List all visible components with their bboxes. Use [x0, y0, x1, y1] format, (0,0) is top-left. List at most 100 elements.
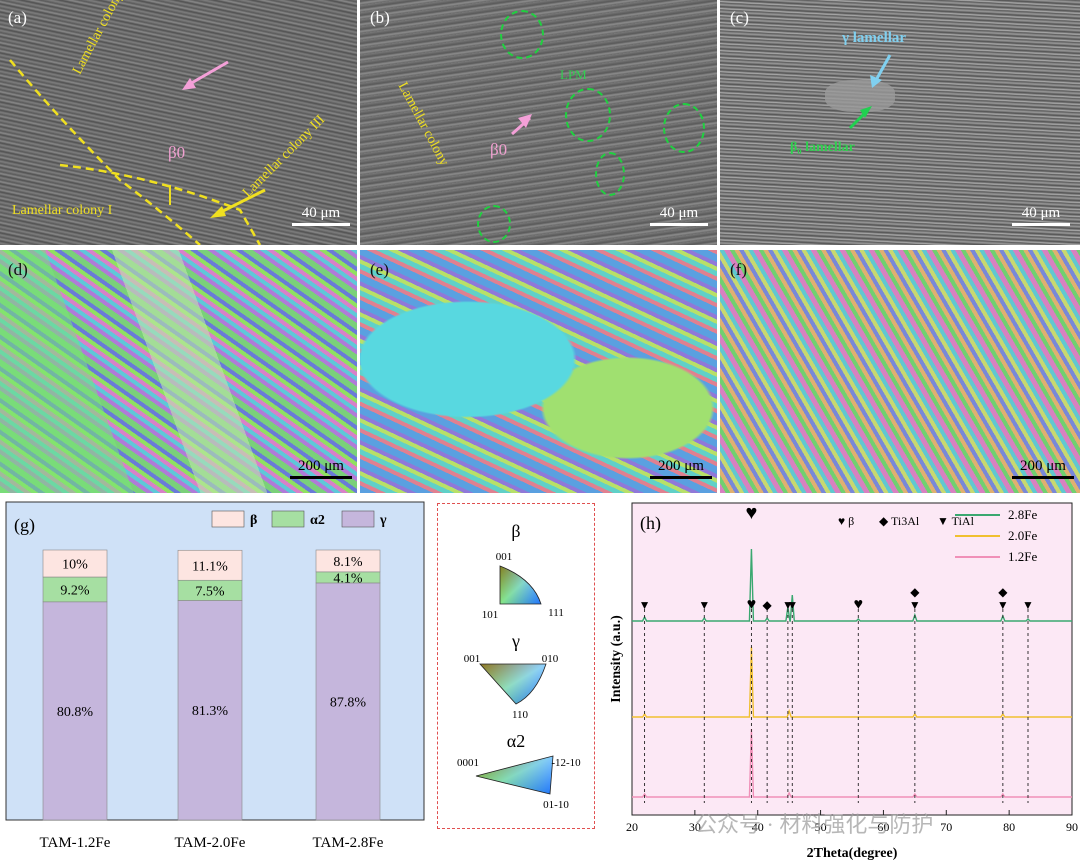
ipf-gamma-corner-010: 010 — [542, 653, 559, 665]
peak-marker-4-0: ▼ — [782, 598, 794, 612]
peak-marker-0-0: ▼ — [639, 598, 651, 612]
panel-a-label: (a) — [8, 8, 27, 27]
category-label-0: TAM-1.2Fe — [40, 835, 111, 851]
peak-marker-7-0: ▼ — [909, 598, 921, 612]
bar-β-1 — [177, 549, 243, 581]
xrd-series-1.2Fe — [632, 728, 1072, 798]
ipf-alpha2-title: α2 — [507, 731, 525, 751]
bar-label-β-2: 8.1% — [333, 555, 363, 570]
c-arrows — [848, 54, 892, 130]
scale-bar-a-line — [292, 223, 350, 226]
ebsd-panel-d: (d) 200 μm — [0, 250, 357, 493]
x-tick-label-6: 80 — [1003, 820, 1015, 834]
y-axis-label: Intensity (a.u.) — [609, 615, 624, 703]
panel-f-label: (f) — [730, 260, 747, 279]
ebsd-panel-f: (f) 200 μm — [720, 250, 1080, 493]
peak-marker-6-0: ♥ — [854, 596, 864, 613]
peak-marker-main-beta: ♥ — [745, 502, 757, 524]
bar-label-γ-1: 81.3% — [192, 704, 229, 719]
gamma-lamellar-label: γ lamellar — [842, 30, 907, 46]
bar-β-0 — [42, 549, 108, 578]
bar-label-β-0: 10% — [62, 558, 88, 573]
scale-bar-b-line — [650, 223, 708, 226]
peak-marker-2-0: ♥ — [747, 596, 757, 613]
scale-bar-c: 40 μm — [1012, 205, 1070, 226]
panel-e-label: (e) — [370, 260, 389, 279]
bar-label-β-1: 11.1% — [192, 559, 228, 574]
ipf-beta-corner-101: 101 — [482, 609, 499, 621]
lpm-circle-1 — [500, 10, 544, 59]
xrd-svg: (h) 20 30 40 50 60 70 80 90 2Theta(degree) Intensi… — [609, 502, 1078, 861]
ipf-beta-triangle — [499, 565, 542, 605]
panel-b-label: (b) — [370, 8, 390, 27]
ipf-alpha2-corner-0001: 0001 — [457, 757, 479, 769]
sem-panel-a: (a) Lamellar colony II Lamellar colony I… — [0, 0, 357, 245]
bar-γ-2 — [315, 582, 381, 821]
sem-panel-b: (b) LPM Lamellar colony β0 40 μm — [360, 0, 717, 245]
scale-bar-e-text: 200 μm — [658, 458, 704, 474]
b-lamellar-label: β₀ lamellar — [790, 140, 855, 155]
x-tick-label-3: 50 — [815, 820, 827, 834]
scale-bar-d: 200 μm — [290, 458, 352, 479]
scale-bar-b: 40 μm — [650, 205, 708, 226]
panel-c-label: (c) — [730, 8, 749, 27]
chart-g-panel-label: (g) — [14, 515, 35, 536]
x-tick-label-1: 30 — [689, 820, 701, 834]
ipf-gamma-corner-001: 001 — [464, 653, 481, 665]
peak-marker-8-1: ◆ — [998, 585, 1008, 599]
ipf-legend-svg: β 001 101 111 γ 001 010 110 α2 0001 -12-… — [457, 521, 581, 811]
peak-legend-0: ♥ β — [838, 514, 854, 528]
chart-h-plot-area — [631, 502, 1073, 816]
x-tick-label-4: 60 — [877, 820, 889, 834]
scale-bar-e-line — [650, 476, 712, 479]
legend-swatch-1 — [271, 510, 305, 528]
gamma-lamellar-region — [825, 80, 895, 112]
x-axis-label: 2Theta(degree) — [807, 846, 898, 861]
peak-marker-5-0: ▼ — [786, 598, 798, 612]
legend-label-2: γ — [379, 513, 387, 528]
chart-h-panel-label: (h) — [640, 513, 661, 534]
x-tick-label-7: 90 — [1066, 820, 1078, 834]
panel-d-label: (d) — [8, 260, 28, 279]
beta0-label-b: β0 — [490, 140, 508, 159]
scale-bar-e: 200 μm — [650, 458, 712, 479]
colony-boundaries — [9, 59, 266, 245]
bar-α2-0 — [42, 576, 108, 603]
xrd-chart: (h) 20 30 40 50 60 70 80 90 2Theta(degree) Intensi… — [600, 497, 1080, 861]
phase-fraction-svg: (g) β α2 γ 80.8% 9.2% 10% TAM-1.2Fe 81.3% 7.5% 11.… — [5, 501, 425, 851]
bar-label-α2-2: 4.1% — [333, 571, 363, 586]
ipf-gamma-title: γ — [511, 631, 520, 651]
lpm-circle-5 — [477, 205, 511, 243]
ipf-gamma-corner-110: 110 — [512, 709, 529, 721]
lpm-circle-4 — [595, 152, 625, 196]
scale-bar-c-line — [1012, 223, 1070, 226]
category-label-2: TAM-2.8Fe — [313, 835, 384, 851]
ipf-legend: β 001 101 111 γ 001 010 110 α2 0001 -12-… — [437, 503, 595, 829]
ipf-alpha2-corner-12-10: -12-10 — [551, 757, 581, 769]
x-tick-label-0: 20 — [626, 820, 638, 834]
series-legend-label-0: 2.8Fe — [1008, 507, 1037, 522]
bar-label-α2-1: 7.5% — [195, 584, 225, 599]
phase-fraction-chart: (g) β α2 γ 80.8% 9.2% 10% TAM-1.2Fe 81.3% 7.5% 11.… — [0, 497, 430, 861]
legend-swatch-0 — [211, 510, 245, 528]
scale-bar-f-text: 200 μm — [1020, 458, 1066, 474]
colony-i-label: Lamellar colony I — [12, 203, 113, 218]
ipf-alpha2-triangle — [475, 755, 554, 795]
ipf-beta-corner-001: 001 — [496, 551, 513, 563]
lpm-circle-3 — [663, 103, 705, 153]
sem-panel-c: (c) γ lamellar β₀ lamellar 40 μm — [720, 0, 1080, 245]
bar-γ-1 — [177, 600, 243, 821]
scale-bar-f-line — [1012, 476, 1074, 479]
ebsd-panel-e: (e) 200 μm — [360, 250, 717, 493]
ipf-beta-title: β — [511, 521, 520, 541]
peak-marker-8-0: ▼ — [997, 598, 1009, 612]
bar-β-2 — [315, 549, 381, 573]
scale-bar-a: 40 μm — [292, 205, 350, 226]
x-tick-label-2: 40 — [752, 820, 764, 834]
category-label-1: TAM-2.0Fe — [175, 835, 246, 851]
scale-bar-f: 200 μm — [1012, 458, 1074, 479]
peak-marker-9-0: ▼ — [1022, 598, 1034, 612]
ipf-gamma-triangle — [479, 663, 547, 705]
ipf-alpha2-corner-01-10: 01-10 — [543, 799, 569, 811]
lpm-label: LPM — [560, 67, 587, 82]
